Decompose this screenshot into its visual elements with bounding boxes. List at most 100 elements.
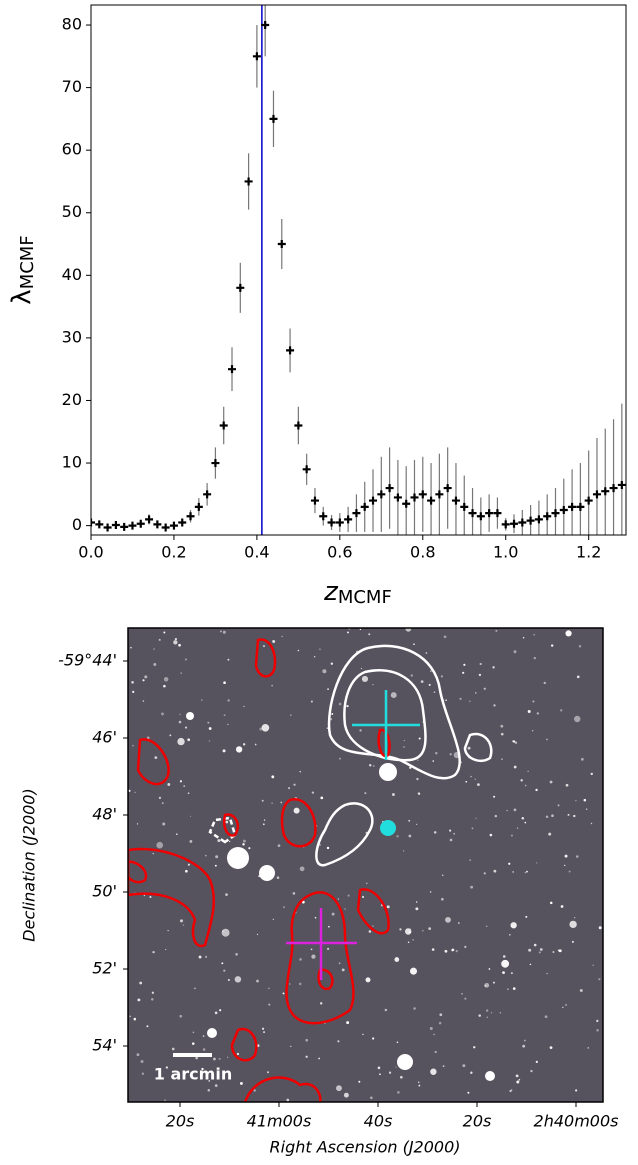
star <box>136 1053 140 1057</box>
star <box>223 681 226 685</box>
star <box>337 1040 340 1043</box>
star <box>139 981 143 985</box>
star <box>227 723 229 726</box>
star <box>227 978 230 982</box>
point <box>269 114 278 123</box>
star <box>341 968 345 972</box>
star <box>176 833 178 835</box>
star <box>242 743 246 746</box>
star <box>346 1021 350 1025</box>
star <box>567 813 570 816</box>
star <box>320 796 324 800</box>
star <box>359 628 362 631</box>
star <box>435 751 438 755</box>
star <box>346 704 349 708</box>
point <box>153 520 162 529</box>
star <box>408 819 411 822</box>
star <box>361 895 365 899</box>
y-tick-label: 40 <box>62 265 82 284</box>
star <box>565 1003 568 1006</box>
star <box>397 1091 400 1094</box>
star <box>162 822 166 826</box>
y-tick-label: 50 <box>62 202 82 221</box>
star <box>598 978 601 981</box>
star <box>372 765 375 767</box>
star <box>544 1015 548 1019</box>
x-tick-label: 2h40m00s <box>534 1112 619 1131</box>
point <box>584 496 593 505</box>
star <box>565 630 572 637</box>
star <box>365 882 368 885</box>
star <box>261 723 270 732</box>
star <box>417 792 421 795</box>
star <box>524 784 527 787</box>
star <box>195 1056 199 1060</box>
point <box>393 493 402 502</box>
point <box>592 490 601 499</box>
star <box>425 652 428 654</box>
star <box>268 1003 271 1006</box>
star <box>520 779 523 782</box>
star <box>538 951 541 954</box>
star <box>219 1009 222 1012</box>
point <box>178 518 187 527</box>
star <box>478 1014 481 1017</box>
star <box>322 669 327 674</box>
star <box>180 672 183 675</box>
star <box>368 633 371 636</box>
star <box>287 787 291 790</box>
point <box>95 520 104 529</box>
star <box>338 962 341 965</box>
star <box>359 729 362 732</box>
star <box>507 988 509 990</box>
star <box>201 699 203 701</box>
star <box>338 702 342 706</box>
star <box>156 841 164 849</box>
star <box>453 832 455 835</box>
star <box>207 721 210 724</box>
point <box>568 502 577 511</box>
point <box>369 496 378 505</box>
star <box>396 835 399 838</box>
star <box>152 852 154 855</box>
point <box>526 516 535 525</box>
star <box>510 834 513 837</box>
star <box>569 920 577 929</box>
star <box>475 817 477 819</box>
star <box>153 648 155 650</box>
star <box>396 1041 399 1044</box>
sky-image <box>128 628 603 1102</box>
star <box>132 744 134 747</box>
point <box>136 519 145 528</box>
y-tick-label: 60 <box>62 140 82 159</box>
star <box>326 947 330 950</box>
star <box>514 741 518 744</box>
star <box>146 1025 149 1028</box>
star <box>533 943 537 947</box>
star <box>190 815 192 817</box>
star <box>299 770 302 773</box>
point <box>169 521 178 530</box>
star <box>179 780 183 783</box>
point <box>219 421 228 430</box>
star <box>467 746 471 750</box>
point <box>385 484 394 493</box>
star <box>319 1002 323 1005</box>
point <box>211 459 220 468</box>
star <box>434 1050 437 1054</box>
star <box>142 700 145 702</box>
star <box>130 646 132 649</box>
star <box>293 807 300 814</box>
star <box>549 1046 553 1049</box>
point <box>310 496 319 505</box>
star <box>137 998 141 1002</box>
star <box>223 714 226 717</box>
star <box>184 658 187 661</box>
star <box>528 948 532 952</box>
star <box>384 1008 388 1012</box>
star <box>152 950 155 954</box>
point <box>128 521 137 530</box>
star <box>191 1042 195 1045</box>
point <box>493 509 502 518</box>
star <box>267 1071 270 1074</box>
